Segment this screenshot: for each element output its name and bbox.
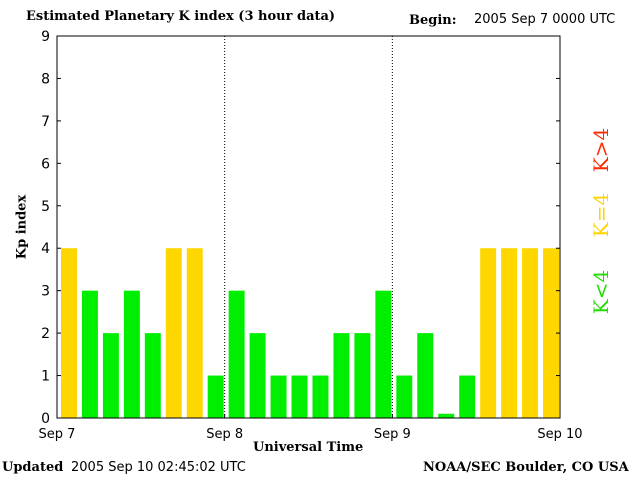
updated-timestamp: 2005 Sep 10 02:45:02 UTC [71, 460, 246, 475]
y-tick-label: 6 [41, 156, 50, 172]
x-tick-label: Sep 9 [374, 427, 411, 442]
begin-label: Begin: [409, 13, 457, 28]
y-tick-label: 4 [41, 241, 50, 257]
kp-bar [480, 248, 497, 418]
kp-bar [543, 248, 559, 418]
y-tick-label: 2 [41, 326, 50, 342]
kp-bar [165, 248, 182, 418]
kp-bar [270, 375, 287, 418]
begin-value: 2005 Sep 7 0000 UTC [474, 12, 616, 27]
kp-bar [249, 333, 266, 418]
kp-bar [61, 248, 77, 418]
kp-bar [354, 333, 371, 418]
y-tick-label: 8 [41, 71, 50, 87]
x-tick-label: Sep 8 [206, 427, 243, 442]
y-tick-label: 3 [41, 284, 50, 300]
kp-bar [291, 375, 308, 418]
kp-bar [102, 333, 119, 418]
kp-bar [333, 333, 350, 418]
plot-frame [56, 35, 561, 419]
kp-bar [501, 248, 518, 418]
kp-bar [438, 413, 455, 418]
y-tick-label: 5 [41, 199, 50, 215]
y-tick-label: 7 [41, 114, 50, 130]
y-tick-label: 9 [41, 29, 50, 45]
chart-title: Estimated Planetary K index (3 hour data… [26, 9, 336, 24]
credit-text: NOAA/SEC Boulder, CO USA [423, 460, 629, 475]
kp-bar [396, 375, 413, 418]
kp-bar [417, 333, 434, 418]
kp-bar [522, 248, 539, 418]
updated-label: Updated [2, 460, 64, 475]
x-tick-label: Sep 10 [537, 427, 582, 442]
kp-bar [186, 248, 203, 418]
kp-bar [459, 375, 476, 418]
x-axis-label: Universal Time [253, 440, 364, 455]
kp-bar [123, 290, 140, 418]
y-tick-label: 1 [41, 369, 50, 385]
x-tick-label: Sep 7 [39, 427, 76, 442]
kp-bar [375, 290, 392, 418]
kp-bar [81, 290, 98, 418]
kp-bar [207, 375, 224, 418]
kp-bar [144, 333, 161, 418]
kp-bar [228, 290, 245, 418]
kp-bar [312, 375, 329, 418]
y-tick-label: 0 [41, 411, 50, 427]
